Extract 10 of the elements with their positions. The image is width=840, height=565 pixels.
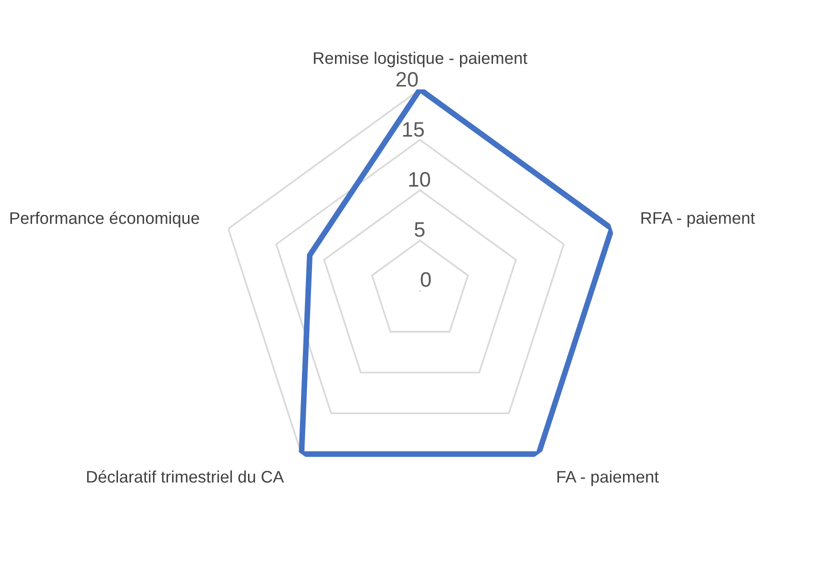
y-tick-label: 0 <box>420 272 431 287</box>
spoke-label: Déclaratif trimestriel du CA <box>87 470 284 483</box>
y-tick-label: 15 <box>403 122 424 137</box>
y-tick-label: 20 <box>396 72 418 87</box>
spoke-label: Remise logistique - paiement <box>314 52 528 68</box>
y-tick-label: 5 <box>414 222 425 237</box>
y-tick-label: 10 <box>409 172 430 187</box>
spoke-label: Performance économique <box>10 212 200 228</box>
spoke-label: RFA - paiement <box>642 212 755 228</box>
spoke-label: FA - paiement <box>557 470 659 486</box>
